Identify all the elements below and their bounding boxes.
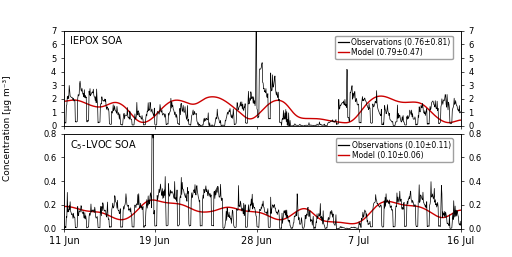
Text: Concentration [μg m⁻³]: Concentration [μg m⁻³] [3, 76, 12, 181]
Text: C$_5$-LVOC SOA: C$_5$-LVOC SOA [70, 138, 137, 152]
Text: IEPOX SOA: IEPOX SOA [70, 36, 122, 45]
Legend: Observations (0.76±0.81), Model (0.79±0.47): Observations (0.76±0.81), Model (0.79±0.… [335, 36, 453, 59]
Legend: Observations (0.10±0.11), Model (0.10±0.06): Observations (0.10±0.11), Model (0.10±0.… [335, 138, 453, 162]
